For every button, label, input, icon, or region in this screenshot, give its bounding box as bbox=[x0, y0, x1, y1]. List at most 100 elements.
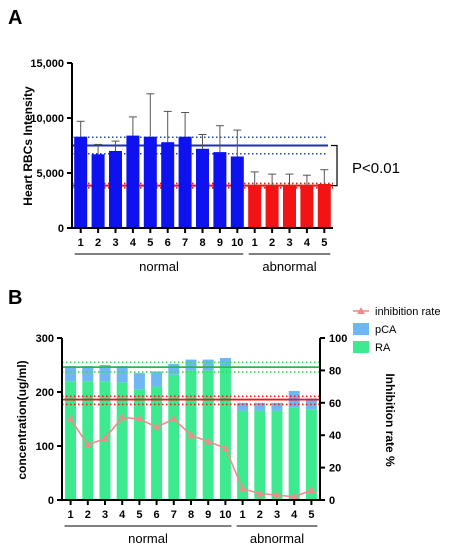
x-tick-label: 5 bbox=[136, 509, 142, 521]
inhibition-rate-point bbox=[152, 423, 161, 431]
x-tick-label: 3 bbox=[102, 509, 108, 521]
panel-b-label: B bbox=[8, 287, 22, 309]
bar bbox=[178, 136, 192, 228]
x-tick-label: 6 bbox=[154, 509, 160, 521]
x-tick-label: 8 bbox=[199, 237, 205, 249]
bar bbox=[300, 186, 314, 228]
x-tick-label: 5 bbox=[321, 237, 327, 249]
y2-tick-label: 60 bbox=[329, 398, 341, 410]
panel-a-annotation: P<0.01 bbox=[352, 160, 400, 177]
bar bbox=[161, 142, 175, 228]
x-tick-label: 3 bbox=[286, 237, 292, 249]
bar-ra bbox=[82, 381, 94, 500]
x-tick-label: 8 bbox=[188, 509, 194, 521]
inhibition-rate-point bbox=[135, 415, 144, 422]
bar-ra bbox=[271, 410, 283, 500]
inhibition-rate-point bbox=[66, 415, 75, 422]
significance-bracket bbox=[331, 144, 338, 187]
legend-swatch bbox=[353, 323, 369, 335]
x-tick-label: 5 bbox=[147, 237, 153, 249]
x-tick-label: 4 bbox=[304, 237, 311, 249]
y2-tick-label: 0 bbox=[329, 495, 335, 507]
bar bbox=[109, 151, 122, 228]
legend-label: inhibition rate bbox=[375, 306, 440, 318]
panel-a-ylabel: Heart RBCs Intensity bbox=[21, 86, 35, 206]
bar bbox=[230, 156, 244, 228]
bar-ra bbox=[133, 389, 145, 500]
inhibition-rate-point bbox=[221, 444, 230, 452]
inhibition-rate-point bbox=[83, 440, 92, 448]
x-tick-label: 4 bbox=[291, 509, 298, 521]
inhibition-rate-point bbox=[101, 434, 109, 442]
x-tick-label: 2 bbox=[269, 237, 275, 249]
inhibition-rate-point bbox=[204, 437, 213, 445]
group-label: normal bbox=[139, 259, 179, 274]
legend-swatch-marker bbox=[357, 307, 365, 314]
x-tick-label: 3 bbox=[112, 237, 118, 249]
bar bbox=[248, 185, 262, 228]
x-tick-label: 9 bbox=[217, 237, 223, 249]
group-label: abnormal bbox=[262, 259, 316, 274]
x-tick-label: 10 bbox=[231, 237, 243, 249]
x-tick-label: 5 bbox=[308, 509, 314, 521]
bar-pca bbox=[237, 402, 249, 411]
x-tick-label: 3 bbox=[274, 509, 280, 521]
x-tick-label: 2 bbox=[257, 509, 263, 521]
bar-ra bbox=[288, 407, 300, 500]
bar-pca bbox=[82, 366, 94, 382]
bar-ra bbox=[219, 366, 231, 500]
bar-pca bbox=[168, 363, 180, 375]
x-tick-label: 1 bbox=[78, 237, 84, 249]
inhibition-rate-point bbox=[169, 415, 178, 422]
bar-ra bbox=[65, 381, 77, 500]
bar-ra bbox=[237, 410, 249, 500]
bar bbox=[317, 184, 331, 228]
bar bbox=[196, 148, 209, 228]
legend-swatch bbox=[353, 341, 369, 353]
x-tick-label: 1 bbox=[68, 509, 74, 521]
bar bbox=[283, 186, 296, 228]
x-tick-label: 9 bbox=[205, 509, 211, 521]
panel-a-label: A bbox=[8, 7, 22, 29]
bar-pca bbox=[202, 359, 214, 371]
x-tick-label: 1 bbox=[240, 509, 246, 521]
bar-pca bbox=[116, 366, 128, 383]
bar-pca bbox=[185, 359, 197, 371]
bar-pca bbox=[133, 373, 145, 390]
bar-pca bbox=[219, 357, 231, 367]
x-tick-label: 6 bbox=[165, 237, 171, 249]
y-tick-label: 200 bbox=[36, 387, 54, 399]
bar-ra bbox=[116, 382, 128, 500]
x-tick-label: 4 bbox=[130, 237, 137, 249]
group-label: normal bbox=[128, 531, 168, 546]
x-tick-label: 1 bbox=[252, 237, 258, 249]
y2-tick-label: 100 bbox=[329, 333, 347, 345]
bar bbox=[91, 154, 105, 228]
inhibition-rate-point bbox=[255, 489, 264, 497]
panel-b-ylabel: concentration(ug/ml) bbox=[15, 360, 29, 479]
inhibition-rate-point bbox=[238, 484, 247, 492]
bar-pca bbox=[271, 402, 283, 411]
bar bbox=[74, 136, 88, 228]
bar-ra bbox=[168, 374, 180, 500]
x-tick-label: 2 bbox=[95, 237, 101, 249]
y2-tick-label: 40 bbox=[329, 430, 341, 442]
bar-pca bbox=[65, 366, 77, 382]
panel-b-y2label: Inhibition rate % bbox=[383, 373, 397, 467]
y-tick-label: 0 bbox=[48, 495, 54, 507]
bar bbox=[143, 136, 157, 228]
bar-ra bbox=[151, 386, 163, 500]
inhibition-rate-point bbox=[307, 486, 316, 494]
y-tick-label: 10,000 bbox=[30, 113, 64, 125]
x-tick-label: 10 bbox=[219, 509, 231, 521]
y-tick-label: 0 bbox=[58, 223, 64, 235]
y2-tick-label: 20 bbox=[329, 463, 341, 475]
bar-pca bbox=[99, 365, 111, 382]
bar-ra bbox=[305, 409, 317, 500]
bar bbox=[126, 135, 140, 228]
bar-ra bbox=[202, 370, 214, 500]
y-tick-label: 100 bbox=[36, 441, 54, 453]
x-tick-label: 7 bbox=[182, 237, 188, 249]
